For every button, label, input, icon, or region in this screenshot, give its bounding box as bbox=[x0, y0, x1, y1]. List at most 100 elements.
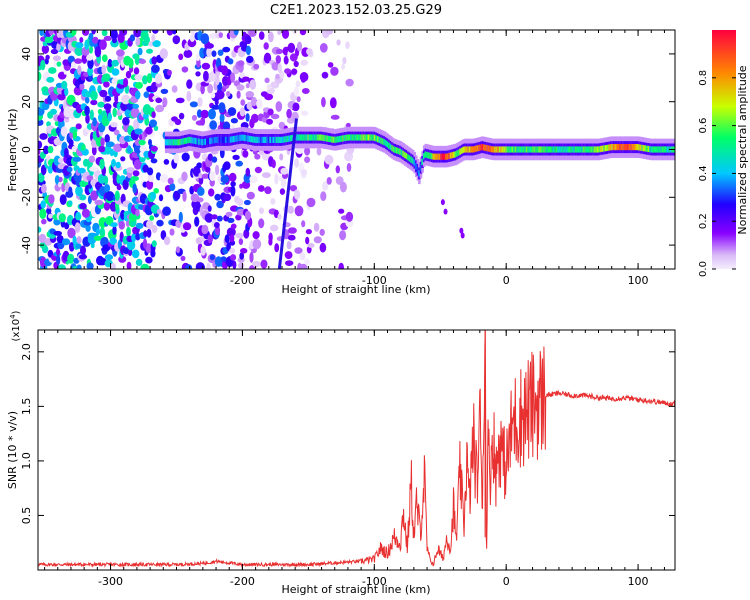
spectrogram-cell bbox=[221, 65, 229, 76]
spectrogram-ridge-core bbox=[411, 157, 415, 164]
spectrogram-ridge-core bbox=[209, 137, 212, 145]
snr-scale-label: (x104) bbox=[9, 310, 22, 341]
spectrogram-cell bbox=[181, 66, 189, 73]
spectrogram-cell bbox=[264, 93, 274, 101]
spectrogram-ridge-core bbox=[283, 136, 287, 143]
spectrogram-cell bbox=[261, 172, 271, 179]
spectrogram-ridge-core bbox=[600, 145, 603, 153]
spectrogram-cell bbox=[81, 208, 91, 218]
spectrogram-cell bbox=[90, 90, 98, 101]
spectrogram-cell bbox=[286, 241, 292, 250]
spectrogram-cell bbox=[237, 262, 245, 269]
spectrogram-cell bbox=[339, 181, 347, 193]
spectrogram-cell bbox=[64, 222, 70, 230]
spectrogram-cell bbox=[79, 194, 87, 201]
spectrogram-ridge-core bbox=[164, 139, 168, 146]
spectrogram-cell bbox=[90, 190, 99, 201]
spectrogram-cell bbox=[80, 245, 86, 255]
spectrogram-cell bbox=[235, 160, 243, 167]
spectrogram-cell bbox=[48, 213, 53, 219]
spectrogram-cell bbox=[149, 119, 158, 128]
spectrogram-cell bbox=[284, 68, 291, 74]
spectrogram-ridge-core bbox=[416, 166, 420, 173]
spectrogram-cell bbox=[132, 103, 140, 109]
spectrogram-ridge-core bbox=[250, 136, 253, 143]
spectrogram-cell bbox=[153, 125, 159, 132]
spectrogram-ridge-core bbox=[342, 135, 345, 142]
spectrogram-cell bbox=[48, 30, 55, 36]
spectrogram-cell bbox=[126, 239, 136, 251]
spectrogram-ridge-core bbox=[470, 146, 473, 153]
spectrogram-cell bbox=[207, 83, 214, 94]
spectrogram-cell bbox=[113, 129, 120, 136]
spectrogram-cell bbox=[270, 198, 276, 205]
spectrogram-ridge-core bbox=[608, 144, 611, 151]
spectrogram-cell bbox=[39, 256, 47, 268]
spectrogram-ridge-core bbox=[391, 145, 394, 152]
spectrogram-cell bbox=[207, 153, 213, 161]
snr-background bbox=[38, 330, 675, 570]
spectrogram-cell bbox=[79, 83, 85, 91]
spectrogram-cell bbox=[82, 30, 90, 36]
spectrogram-cell bbox=[171, 85, 178, 93]
spectrogram-cell bbox=[67, 227, 76, 239]
spectrogram-cell bbox=[301, 110, 309, 116]
spectrogram-cell bbox=[196, 109, 203, 118]
spectrogram-ridge-core bbox=[259, 136, 263, 143]
spectrogram-cell bbox=[72, 235, 77, 245]
spectrogram-ridge-core bbox=[612, 144, 616, 151]
spectrogram-ridge-core bbox=[585, 146, 589, 153]
spectrogram-cell bbox=[189, 101, 198, 108]
spectrogram-cell bbox=[172, 30, 177, 35]
spectrogram-cell bbox=[215, 164, 220, 176]
spectrogram-cell bbox=[313, 236, 322, 244]
spectrogram-cell bbox=[103, 201, 111, 211]
spectrogram-ridge-core bbox=[543, 146, 546, 153]
spectrogram-cell bbox=[300, 169, 308, 176]
spectrogram-ridge-core bbox=[358, 134, 361, 141]
spectrogram-cell bbox=[142, 75, 148, 85]
spectrogram-cell bbox=[107, 59, 113, 68]
spectrogram-cell bbox=[275, 48, 283, 55]
spectrogram-cell bbox=[200, 109, 209, 119]
spectrogram-cell bbox=[248, 30, 257, 37]
spectrogram-ridge-core bbox=[217, 136, 220, 143]
spectrogram-ridge-core bbox=[215, 136, 219, 143]
spectrogram-cell bbox=[140, 263, 150, 269]
spectrogram-cell bbox=[127, 145, 132, 154]
spectrogram-cell bbox=[145, 243, 152, 254]
spectrogram-cell bbox=[235, 214, 242, 221]
spectrogram-ridge-core bbox=[168, 139, 171, 146]
spectrogram-cell bbox=[330, 66, 339, 76]
spectrogram-cell bbox=[38, 71, 42, 82]
spectrogram-ridge-core bbox=[622, 144, 625, 151]
spectrogram-cell bbox=[74, 222, 81, 234]
spectrogram-ridge-core bbox=[454, 151, 458, 158]
spectrogram-ridge-core bbox=[616, 144, 619, 151]
chart-title: C2E1.2023.152.03.25.G29 bbox=[270, 3, 442, 18]
spectrogram-ridge-core bbox=[597, 146, 600, 153]
spectrogram-ridge-core bbox=[228, 136, 231, 143]
spectrogram-cell bbox=[141, 30, 149, 33]
spectrogram-cell bbox=[258, 31, 265, 40]
spectrogram-ridge-core bbox=[570, 146, 573, 153]
spectrogram-cell bbox=[138, 59, 146, 64]
spectrogram-cell bbox=[159, 48, 168, 59]
spectrogram-cell bbox=[75, 211, 81, 218]
spectrogram-ridge-core bbox=[236, 135, 239, 142]
spectrogram-cell bbox=[133, 119, 140, 130]
spectrogram-cell bbox=[103, 35, 113, 42]
spectrogram-ridge-core bbox=[571, 146, 575, 153]
spectrogram-cell bbox=[46, 76, 55, 83]
spectrogram-cell bbox=[87, 66, 93, 77]
spectrogram-cell bbox=[345, 78, 354, 87]
spectrogram-cell bbox=[338, 208, 345, 214]
spectrogram-cell bbox=[277, 213, 282, 220]
spectrogram-ridge-core bbox=[639, 144, 643, 151]
spectrogram-ridge-core bbox=[581, 146, 584, 153]
spectrogram-cell bbox=[260, 259, 268, 269]
spectrogram-cell bbox=[218, 102, 226, 113]
spectrogram-ridge-core bbox=[562, 146, 565, 153]
spectrogram-ridge-core bbox=[369, 134, 372, 141]
spectrogram-ridge-core bbox=[329, 136, 333, 143]
